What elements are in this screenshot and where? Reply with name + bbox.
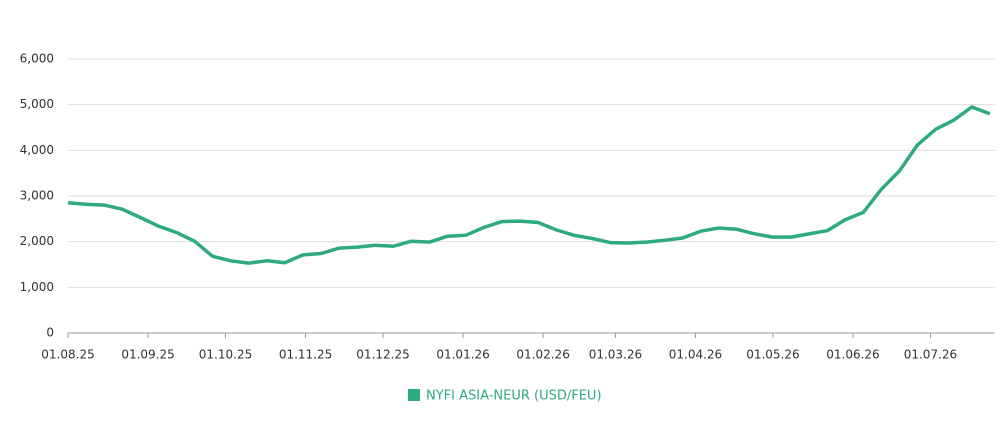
y-tick-label: 5,000 [20, 97, 54, 111]
legend-label: NYFI ASIA-NEUR (USD/FEU) [426, 389, 602, 404]
x-tick-label: 01.06.26 [826, 348, 879, 362]
x-tick-label: 01.01.26 [436, 348, 489, 362]
x-tick-label: 01.04.26 [669, 348, 722, 362]
y-tick-label: 4,000 [20, 143, 54, 157]
x-tick-label: 01.10.25 [199, 348, 252, 362]
y-tick-label: 2,000 [20, 234, 54, 248]
x-tick-label: 01.08.25 [41, 348, 94, 362]
y-tick-label: 6,000 [20, 52, 54, 66]
y-tick-label: 3,000 [20, 189, 54, 203]
x-tick-label: 01.11.25 [279, 348, 332, 362]
x-tick-label: 01.12.25 [356, 348, 409, 362]
y-tick-label: 1,000 [20, 280, 54, 294]
x-tick-label: 01.02.26 [516, 348, 569, 362]
line [67, 105, 991, 265]
x-tick-label: 01.09.25 [121, 348, 174, 362]
legend-swatch [408, 389, 420, 401]
x-tick-label: 01.05.26 [746, 348, 799, 362]
y-tick-label: 0 [46, 326, 54, 340]
x-tick-label: 01.07.26 [904, 348, 957, 362]
x-tick-label: 01.03.26 [589, 348, 642, 362]
